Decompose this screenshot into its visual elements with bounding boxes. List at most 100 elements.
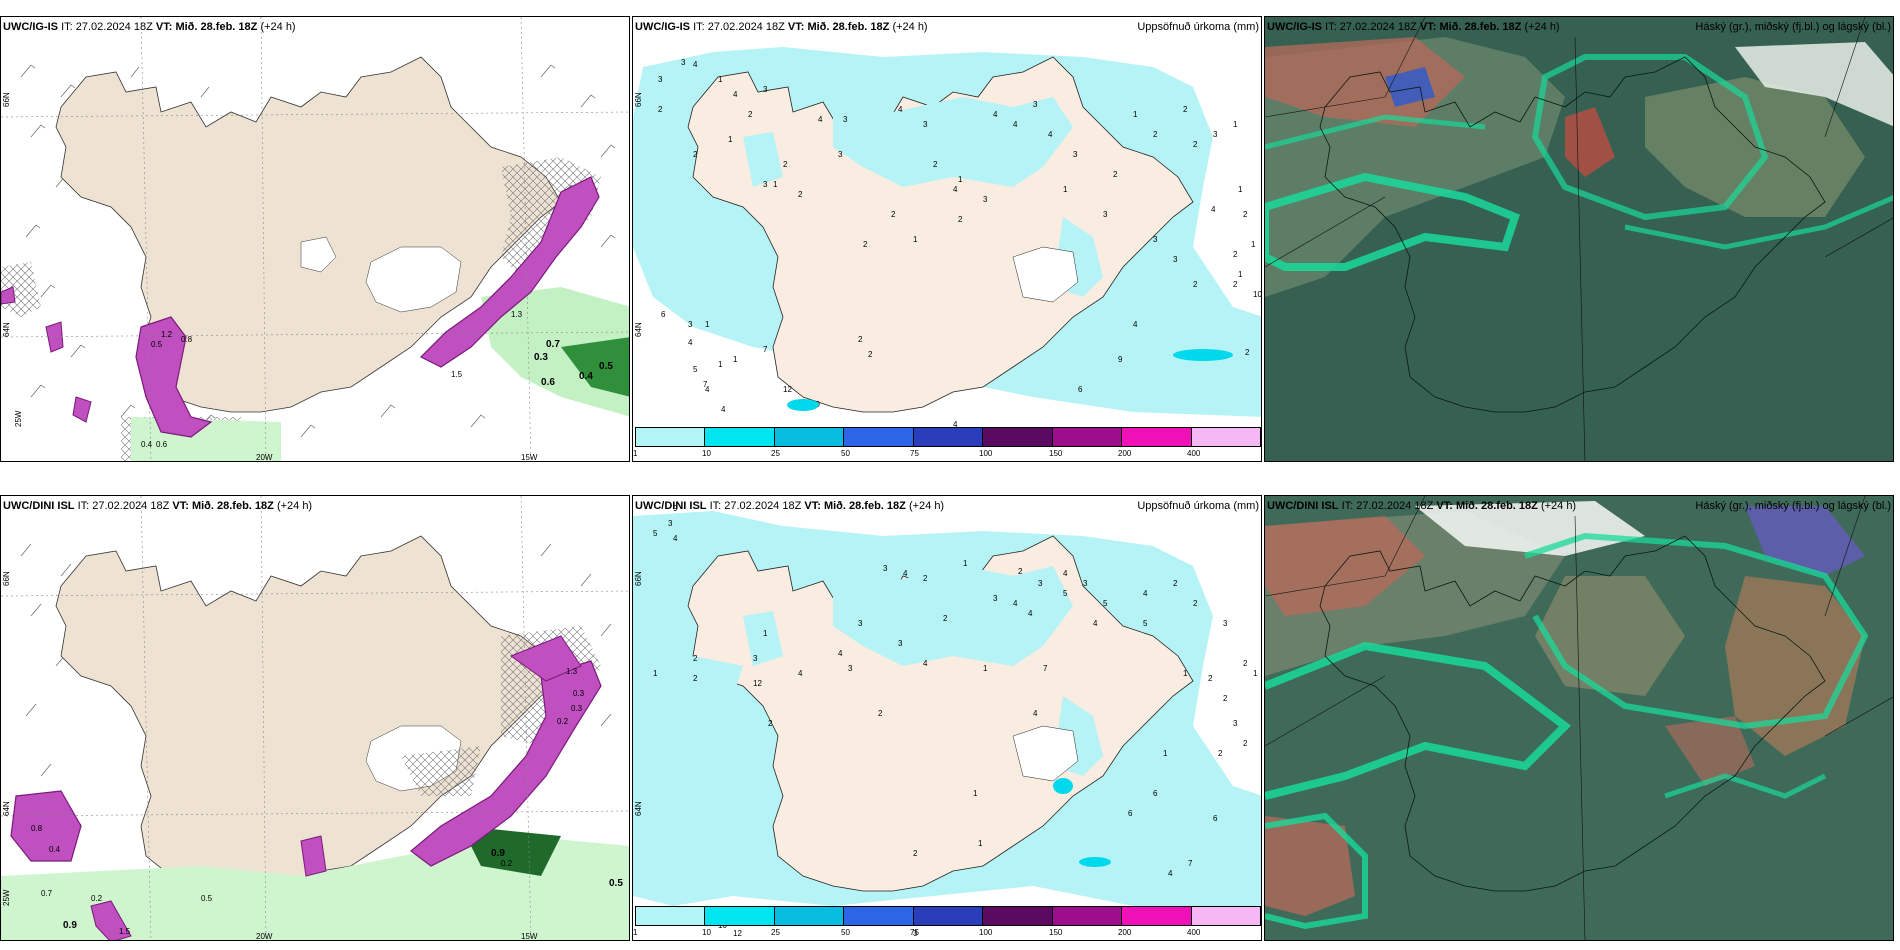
precip-value: 2 <box>1245 348 1250 357</box>
colorbar-swatch <box>983 428 1053 446</box>
precip-value: 4 <box>693 60 698 69</box>
precip-value: 4 <box>1093 619 1098 628</box>
precip-value: 3 <box>753 654 758 663</box>
cloud-title: Háský (gr.), miðský (fj.bl.) og lágský (… <box>1695 21 1891 33</box>
colorbar-swatch <box>636 428 706 446</box>
model-name: UWC/DINI ISL <box>635 500 707 512</box>
top-cloud-map <box>1265 17 1893 461</box>
bottom-precip-map-panel[interactable]: UWC/DINI ISL IT: 27.02.2024 18Z VT: Mið.… <box>632 495 1262 941</box>
precip-magenta <box>90 835 327 940</box>
bottom-cloud-map-panel[interactable]: UWC/DINI ISL IT: 27.02.2024 18Z VT: Mið.… <box>1264 495 1894 941</box>
top-wind-map-panel[interactable]: UWC/IG-IS IT: 27.02.2024 18Z VT: Mið. 28… <box>0 16 630 462</box>
top-precip-map: 3 4 3 2 1 4 3 2 1 2 4 3 2 1 2 3 4 3 2 1 <box>633 17 1262 461</box>
precip-value: 4 <box>733 90 738 99</box>
precip-green <box>561 337 629 397</box>
precip-value: 3 <box>1213 130 1218 139</box>
precip-magenta <box>410 660 602 867</box>
it-value: 27.02.2024 18Z <box>92 500 170 512</box>
lon-label-20w: 20W <box>256 453 273 462</box>
precip-value: 4 <box>1211 205 1216 214</box>
hatched-area <box>1 262 41 317</box>
precip-title: Uppsöfnuð úrkoma (mm) <box>1137 500 1259 512</box>
lat-label-66n: 66N <box>634 92 643 107</box>
precip-value: 1 <box>728 135 733 144</box>
precip-magenta <box>419 176 600 368</box>
precip-value: 3 <box>843 115 848 124</box>
precip-value: 10 <box>1253 290 1262 299</box>
colorbar-label: 50 <box>841 928 850 937</box>
glacier <box>1012 725 1079 782</box>
wind-value: 0.5 <box>151 340 163 349</box>
precip-value: 1 <box>1133 110 1138 119</box>
colorbar-swatch <box>1191 907 1260 925</box>
precip-value: 4 <box>1033 709 1038 718</box>
precip-value: 2 <box>923 574 928 583</box>
colorbar-swatch <box>844 428 914 446</box>
precip-value: 4 <box>993 110 998 119</box>
precip-value: 5 <box>693 365 698 374</box>
precip-value: 2 <box>1223 694 1228 703</box>
top-cloud-map-panel[interactable]: UWC/IG-IS IT: 27.02.2024 18Z VT: Mið. 28… <box>1264 16 1894 462</box>
precip-colorbar <box>635 427 1261 447</box>
precip-value: 6 <box>1153 789 1158 798</box>
precip-value: 2 <box>1243 739 1248 748</box>
precip-value: 1 <box>1251 240 1256 249</box>
model-name: UWC/DINI ISL <box>1267 500 1339 512</box>
precip-value: 3 <box>1033 100 1038 109</box>
model-name: UWC/IG-IS <box>1267 21 1322 33</box>
colorbar-swatch <box>705 907 775 925</box>
precip-value: 2 <box>1233 250 1238 259</box>
precip-value: 2 <box>768 719 773 728</box>
precip-colorbar <box>635 906 1261 926</box>
precip-value: 2 <box>1233 280 1238 289</box>
bottom-wind-map-panel[interactable]: UWC/DINI ISL IT: 27.02.2024 18Z VT: Mið.… <box>0 495 630 941</box>
wind-value: 1.3 <box>566 667 578 676</box>
precip-value: 4 <box>1063 569 1068 578</box>
colorbar-label: 25 <box>771 449 780 458</box>
precip-value: 2 <box>1193 140 1198 149</box>
precip-value: 3 <box>923 120 928 129</box>
vt-label: VT: <box>155 21 173 33</box>
precip-value: 4 <box>953 185 958 194</box>
wind-value: 1.3 <box>511 310 523 319</box>
hatched-area <box>401 746 481 796</box>
it-label: IT: <box>61 21 73 33</box>
vt-value: Mið. 28.feb. 18Z <box>807 21 890 33</box>
precip-value: 4 <box>923 659 928 668</box>
precip-value: 2 <box>913 849 918 858</box>
precip-value: 4 <box>818 115 823 124</box>
precip-light <box>743 97 1103 297</box>
precip-value: 4 <box>953 420 958 429</box>
colorbar-label: 25 <box>771 928 780 937</box>
colorbar-label: 400 <box>1187 928 1201 937</box>
wind-value: 0.8 <box>31 824 43 833</box>
colorbar-label: 1 <box>633 449 638 458</box>
vt-label: VT: <box>1436 500 1453 512</box>
wind-value: 0.4 <box>49 845 61 854</box>
top-precip-map-panel[interactable]: UWC/IG-IS IT: 27.02.2024 18Z VT: Mið. 28… <box>632 16 1262 462</box>
precip-value: 3 <box>668 519 673 528</box>
colorbar-swatch <box>774 428 845 446</box>
precip-value: 4 <box>721 405 726 414</box>
lat-label-64n: 64N <box>634 801 643 816</box>
precip-green <box>461 826 561 876</box>
it-label: IT: <box>1325 21 1337 33</box>
colorbar-swatch <box>1191 428 1260 446</box>
precip-value: 3 <box>913 929 918 938</box>
colorbar-swatch <box>1122 907 1192 925</box>
colorbar-labels: 1 10 25 50 75 100 150 200 400 <box>633 449 1259 459</box>
wind-value: 0.9 <box>63 920 77 931</box>
precip-magenta <box>1 286 92 423</box>
colorbar-label: 200 <box>1118 449 1132 458</box>
colorbar-label: 100 <box>979 449 993 458</box>
precip-value: 1 <box>978 839 983 848</box>
precip-value: 5 <box>653 529 658 538</box>
precip-value: 2 <box>1208 674 1213 683</box>
vt-label: VT: <box>1419 21 1437 33</box>
precip-value: 6 <box>661 310 666 319</box>
precip-value: 1 <box>653 669 658 678</box>
precip-value: 4 <box>838 649 843 658</box>
precip-value: 1 <box>705 320 710 329</box>
precip-value: 3 <box>993 594 998 603</box>
precip-value: 3 <box>658 75 663 84</box>
